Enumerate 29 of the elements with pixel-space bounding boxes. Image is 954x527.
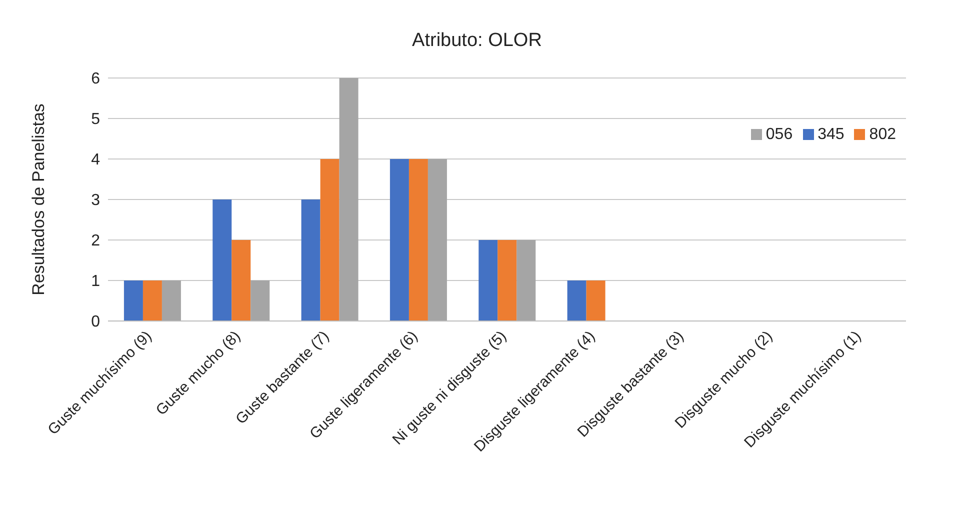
- bar: [124, 280, 143, 321]
- y-axis-title: Resultados de Panelistas: [29, 104, 48, 296]
- bar: [516, 240, 536, 321]
- legend-label: 345: [818, 126, 844, 143]
- bar: [212, 200, 232, 321]
- bar: [408, 159, 428, 321]
- y-tick-label: 0: [91, 314, 100, 331]
- bar: [301, 200, 320, 321]
- bar: [250, 280, 270, 321]
- y-tick-label: 6: [91, 70, 100, 88]
- bar: [586, 280, 606, 321]
- bar: [478, 240, 498, 321]
- bar: [320, 159, 340, 321]
- bar: [567, 280, 586, 321]
- bar: [162, 280, 181, 321]
- y-tick-label: 5: [91, 111, 100, 128]
- bar: [428, 159, 447, 321]
- bar: [232, 240, 251, 321]
- bar: [498, 240, 517, 321]
- y-tick-label: 2: [91, 232, 100, 250]
- y-tick-label: 3: [91, 192, 100, 210]
- y-tick-label: 4: [91, 152, 100, 169]
- bar: [339, 78, 358, 321]
- legend-label: 802: [869, 126, 896, 143]
- y-tick-label: 1: [91, 273, 100, 290]
- chart-title: Atributo: OLOR: [411, 30, 543, 52]
- bar: [390, 159, 409, 321]
- bar: [142, 280, 162, 321]
- legend-label: 056: [766, 126, 793, 143]
